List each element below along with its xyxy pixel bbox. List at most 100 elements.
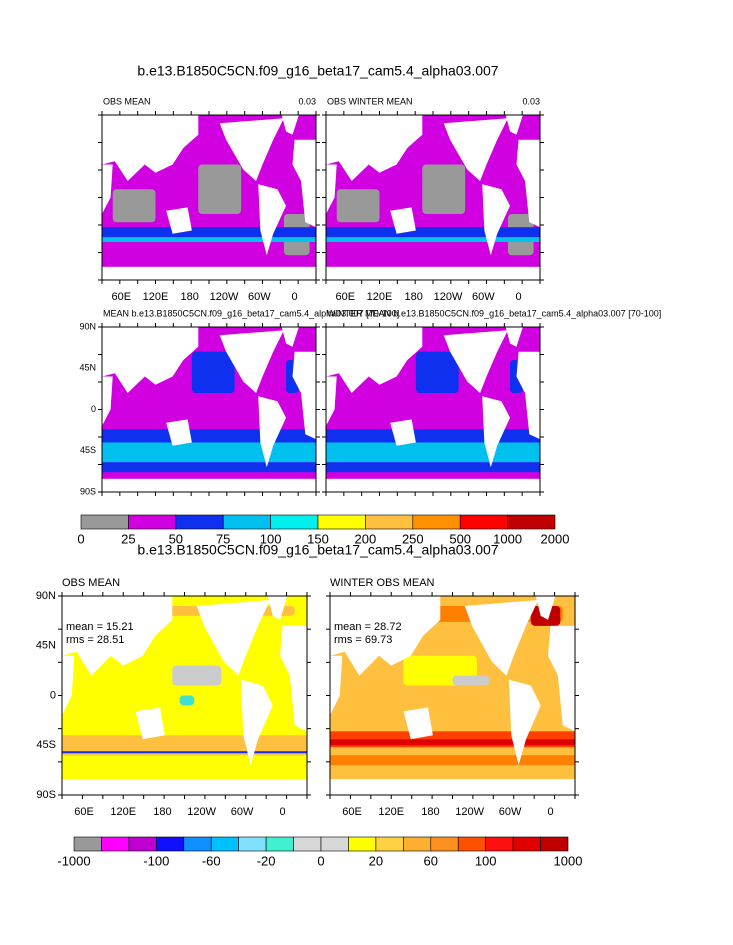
lat-label: 90S (80, 486, 96, 496)
land (135, 707, 165, 740)
lon-label: 0 (516, 291, 522, 303)
land (508, 679, 541, 766)
lon-label: 120E (378, 806, 404, 818)
field-band (326, 227, 540, 238)
land (240, 679, 273, 766)
land (196, 599, 271, 676)
stat-mean: mean = 28.72 (334, 621, 402, 633)
colorbar-swatch (293, 836, 322, 852)
antarctica (102, 266, 316, 280)
field-band (62, 751, 307, 754)
map (102, 327, 316, 492)
land (102, 164, 113, 214)
lon-label: 60E (335, 291, 355, 303)
colorbar-label: 150 (307, 531, 329, 546)
field-band (326, 237, 540, 243)
land (258, 184, 287, 256)
land (464, 599, 539, 676)
lon-label: 180 (181, 291, 199, 303)
colorbar-swatch (101, 836, 130, 852)
lat-label: 90N (79, 321, 96, 331)
land (390, 207, 416, 234)
field-band (102, 429, 316, 443)
field-patch (112, 189, 156, 223)
land (219, 118, 284, 181)
colorbar-swatch (128, 514, 177, 530)
colorbar-label: 0 (77, 531, 84, 546)
field-patch (415, 351, 459, 393)
land (516, 351, 540, 440)
field-band (102, 227, 316, 238)
lon-label: 120E (143, 291, 169, 303)
lon-label: 120W (434, 291, 463, 303)
lat-label: 90N (36, 590, 56, 602)
field-band (102, 462, 316, 473)
title: b.e13.B1850C5CN.f09_g16_beta17_cam5.4_al… (137, 63, 498, 79)
colorbar-swatch (183, 836, 212, 852)
colorbar-label: -60 (202, 853, 221, 868)
lat-label: 90S (36, 789, 56, 801)
colorbar-swatch (222, 514, 271, 530)
colorbar-swatch (412, 514, 461, 530)
colorbar-swatch (80, 514, 129, 530)
panel-corner: 0.03 (298, 96, 316, 106)
lat-label: 45N (79, 363, 96, 373)
colorbar-swatch (265, 836, 294, 852)
panel-corner: 0.03 (522, 96, 540, 106)
map (330, 596, 575, 795)
title: b.e13.B1850C5CN.f09_g16_beta17_cam5.4_al… (137, 542, 498, 558)
field-patch (422, 164, 466, 214)
field-band (326, 429, 540, 443)
land (102, 376, 113, 426)
colorbar-swatch (270, 514, 319, 530)
land (482, 396, 511, 468)
panel-label: OBS MEAN (103, 96, 151, 106)
land (326, 164, 337, 214)
colorbar-label: 50 (169, 531, 183, 546)
lon-label: 60E (74, 806, 94, 818)
lon-label: 180 (421, 806, 439, 818)
colorbar-label: 500 (449, 531, 471, 546)
lon-label: 0 (279, 806, 285, 818)
lon-label: 60W (231, 806, 254, 818)
colorbar-label: 25 (121, 531, 135, 546)
land (535, 596, 556, 620)
colorbar-swatch (156, 836, 185, 852)
colorbar-swatch (375, 836, 404, 852)
colorbar-swatch (175, 514, 224, 530)
stat-mean: mean = 15.21 (66, 621, 134, 633)
land (280, 625, 307, 732)
colorbar-label: -20 (257, 853, 276, 868)
stat-rms: rms = 69.73 (334, 634, 392, 646)
field-patch (198, 164, 242, 214)
lon-label: 120E (367, 291, 393, 303)
land (166, 419, 192, 446)
field-patch (191, 351, 235, 393)
colorbar-swatch (210, 836, 239, 852)
colorbar-swatch (73, 836, 102, 852)
lon-label: 180 (405, 291, 423, 303)
land (443, 118, 508, 181)
panel-label: OBS WINTER MEAN (327, 96, 413, 106)
colorbar-swatch (457, 836, 486, 852)
land (292, 139, 316, 228)
land (330, 655, 343, 716)
land (102, 327, 199, 393)
panel-label: WINTER MEAN b.e13.B1850C5CN.f09_g16_beta… (327, 308, 661, 318)
colorbar-label: 100 (475, 853, 497, 868)
panel-label: OBS MEAN (62, 577, 120, 589)
field-patch (179, 695, 195, 706)
colorbar-swatch (348, 836, 377, 852)
lat-label: 0 (50, 689, 56, 701)
field-band (102, 442, 316, 463)
colorbar-swatch (485, 836, 514, 852)
colorbar-label: 0 (317, 853, 324, 868)
lon-label: 0 (292, 291, 298, 303)
colorbar-label: 75 (216, 531, 230, 546)
land (390, 419, 416, 446)
land (102, 115, 199, 181)
colorbar-swatch (317, 514, 366, 530)
lon-label: 0 (547, 806, 553, 818)
